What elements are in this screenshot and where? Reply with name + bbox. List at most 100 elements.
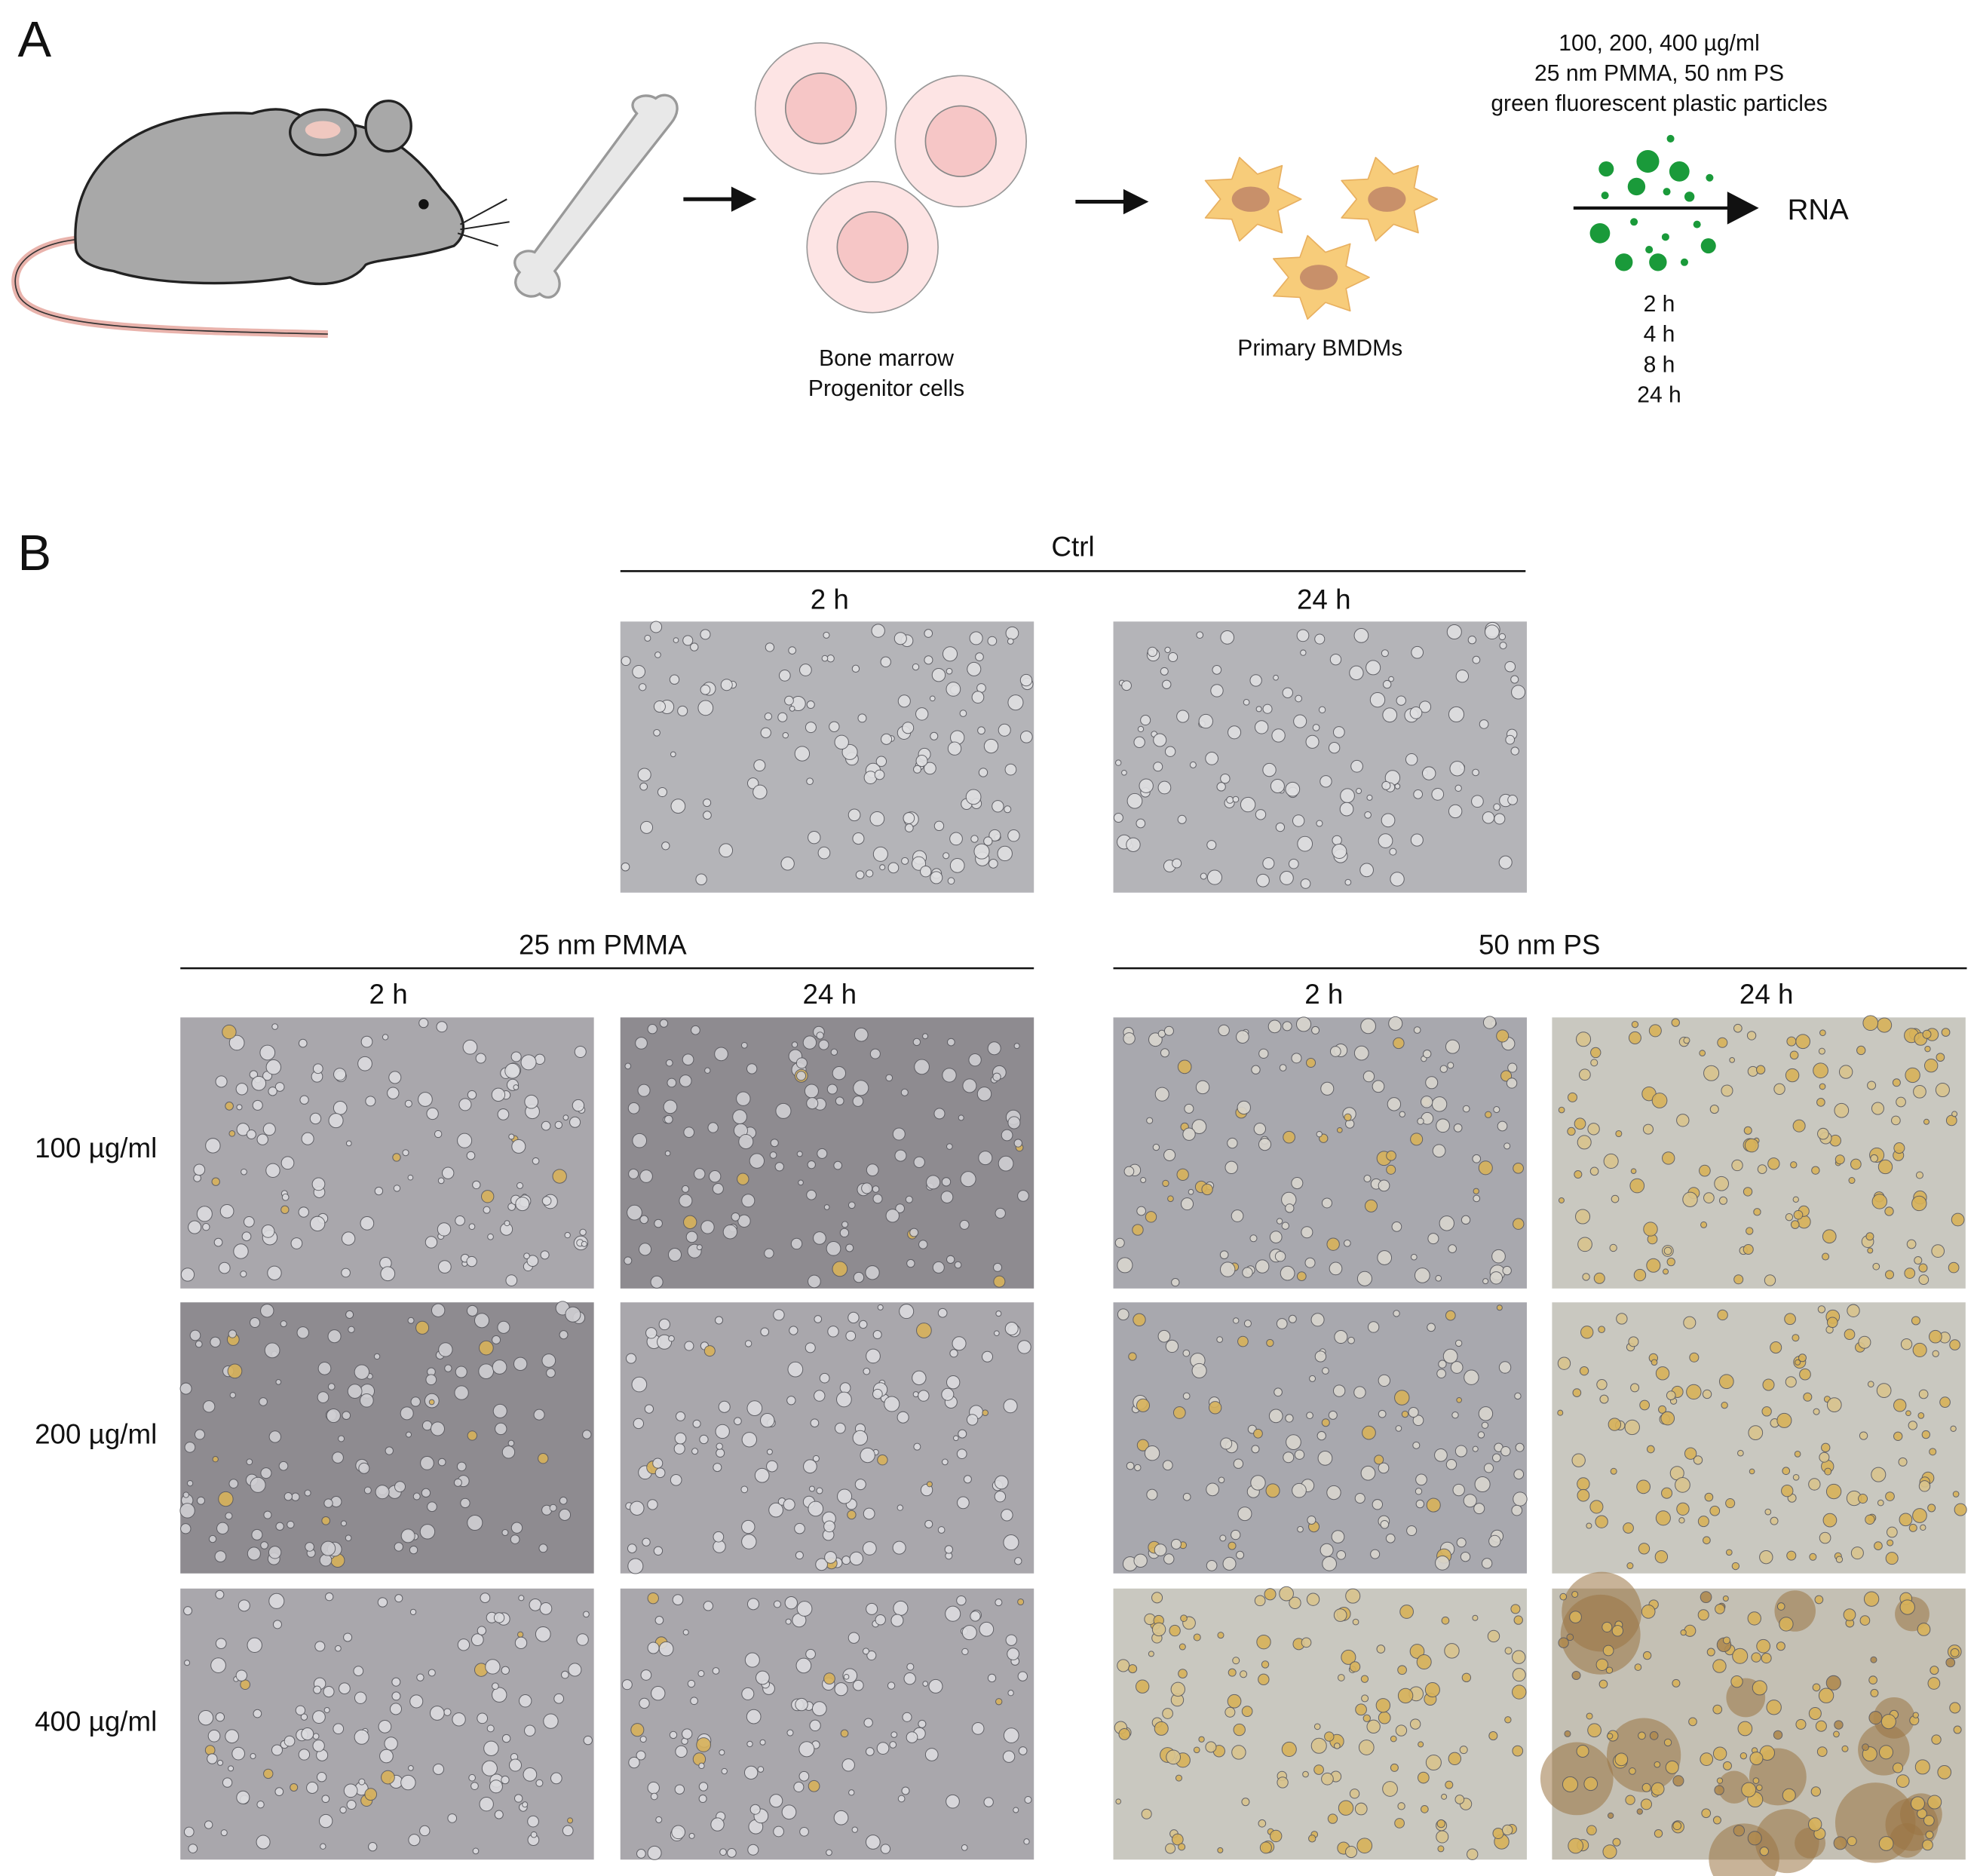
aggregate bbox=[1540, 1742, 1614, 1816]
cell bbox=[486, 1724, 495, 1733]
cell bbox=[1612, 1838, 1621, 1847]
cell bbox=[1316, 820, 1323, 827]
cell bbox=[345, 1310, 354, 1319]
cell bbox=[1216, 1336, 1224, 1343]
cell bbox=[1145, 1211, 1157, 1223]
cell bbox=[920, 866, 932, 878]
cell bbox=[912, 1391, 919, 1398]
cell bbox=[796, 1071, 807, 1081]
cell bbox=[664, 1150, 671, 1157]
cell bbox=[364, 1788, 378, 1801]
cell bbox=[1838, 1065, 1853, 1079]
cell bbox=[572, 1099, 585, 1112]
cell bbox=[1629, 1178, 1645, 1194]
cell bbox=[1567, 1092, 1578, 1102]
cell bbox=[918, 1390, 930, 1402]
cell bbox=[1472, 1154, 1482, 1163]
cell bbox=[902, 722, 915, 734]
cell bbox=[1500, 1070, 1513, 1082]
cell bbox=[359, 1393, 374, 1408]
cell bbox=[718, 1400, 731, 1413]
cell bbox=[1166, 1749, 1181, 1765]
cell bbox=[1491, 1453, 1501, 1463]
cell bbox=[861, 1182, 873, 1194]
cell bbox=[1151, 1592, 1163, 1604]
cell bbox=[251, 1528, 263, 1540]
nucleus bbox=[1368, 186, 1406, 212]
cell bbox=[1906, 1239, 1917, 1249]
cell bbox=[690, 1697, 698, 1706]
cell bbox=[1941, 1028, 1951, 1037]
cell bbox=[1571, 1453, 1586, 1467]
cell bbox=[1148, 1032, 1163, 1047]
cell bbox=[1007, 1648, 1019, 1660]
cell bbox=[492, 1403, 507, 1418]
cell bbox=[869, 1048, 881, 1059]
cell bbox=[788, 646, 797, 654]
cell bbox=[1448, 706, 1465, 722]
cell bbox=[698, 1782, 709, 1792]
cell bbox=[1338, 1800, 1354, 1816]
particle bbox=[1666, 134, 1675, 143]
cell bbox=[1634, 1663, 1642, 1671]
cell bbox=[409, 1608, 417, 1616]
cell bbox=[1913, 1084, 1926, 1099]
cell bbox=[1133, 1313, 1146, 1326]
cell bbox=[696, 1737, 711, 1752]
cell bbox=[1819, 1451, 1830, 1463]
cell bbox=[1390, 1763, 1399, 1772]
cell bbox=[1709, 1105, 1719, 1114]
cell bbox=[228, 1329, 237, 1338]
cell bbox=[787, 1361, 804, 1378]
cell bbox=[1333, 1608, 1347, 1622]
cell bbox=[1326, 1237, 1340, 1251]
cell bbox=[1399, 1605, 1414, 1619]
cell bbox=[1328, 741, 1341, 754]
cell bbox=[431, 1303, 446, 1317]
cell bbox=[217, 1759, 224, 1766]
cell bbox=[757, 1766, 765, 1773]
cell bbox=[1212, 665, 1222, 675]
cell bbox=[903, 812, 915, 824]
cell bbox=[784, 1596, 798, 1610]
cell bbox=[456, 1461, 467, 1472]
cell bbox=[183, 1826, 195, 1838]
cell bbox=[1472, 1614, 1479, 1621]
cell bbox=[940, 1191, 954, 1203]
cell bbox=[627, 1543, 637, 1553]
cell bbox=[851, 1826, 858, 1833]
cell bbox=[994, 1491, 1007, 1503]
cell bbox=[716, 1448, 725, 1458]
cell bbox=[529, 1598, 542, 1611]
cell bbox=[1912, 1508, 1927, 1523]
cell bbox=[305, 1542, 314, 1552]
cell bbox=[658, 1641, 674, 1657]
cell bbox=[354, 1729, 369, 1745]
cell bbox=[773, 1600, 781, 1608]
cell bbox=[872, 1194, 883, 1204]
cell bbox=[264, 1342, 280, 1359]
cell bbox=[492, 1359, 507, 1375]
cell bbox=[881, 733, 893, 745]
cell bbox=[1345, 1588, 1361, 1604]
cell bbox=[1256, 873, 1270, 887]
cell bbox=[630, 1723, 645, 1737]
cell bbox=[474, 1313, 490, 1329]
cell bbox=[1733, 1274, 1744, 1285]
cell bbox=[564, 1231, 571, 1239]
cell bbox=[1296, 629, 1310, 642]
cell bbox=[1610, 1467, 1617, 1475]
cell bbox=[1262, 857, 1275, 870]
cell bbox=[808, 1485, 815, 1492]
cell bbox=[1865, 1232, 1874, 1241]
cell bbox=[650, 1275, 664, 1289]
cell bbox=[1596, 1379, 1608, 1390]
cell bbox=[1304, 1257, 1316, 1268]
cell bbox=[1218, 1476, 1225, 1484]
cell bbox=[540, 1250, 550, 1260]
cell bbox=[1598, 1326, 1605, 1334]
cell bbox=[852, 1096, 864, 1107]
cell bbox=[1300, 649, 1307, 656]
cell bbox=[1438, 1359, 1447, 1369]
cell bbox=[1700, 1752, 1714, 1767]
